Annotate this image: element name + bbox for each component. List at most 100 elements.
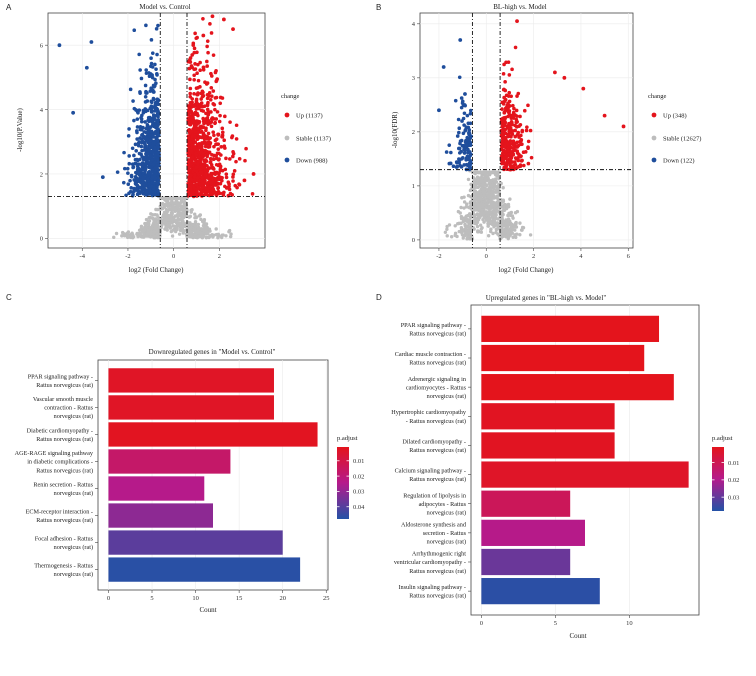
- point-up: [195, 102, 200, 106]
- point-up: [193, 140, 198, 144]
- point-down: [463, 128, 468, 133]
- point-up: [208, 156, 213, 161]
- category-label: Aldosterone synthesis and: [401, 521, 467, 528]
- legend-title-d: p.adjust: [712, 435, 733, 442]
- point-up: [191, 118, 196, 123]
- category-label: Diabetic cardiomyopathy -: [27, 427, 93, 434]
- point-up: [188, 94, 193, 99]
- y-tick-label: 6: [40, 42, 44, 49]
- point-up: [206, 131, 211, 136]
- point-down: [460, 143, 465, 148]
- point-stable: [465, 202, 469, 206]
- point-stable: [167, 207, 172, 211]
- point-up: [521, 150, 526, 154]
- point-up: [196, 105, 200, 109]
- point-up: [209, 71, 213, 76]
- bar: [481, 461, 689, 488]
- point-up: [203, 144, 208, 149]
- point-up: [517, 155, 521, 159]
- point-stable: [155, 213, 159, 217]
- point-stable: [144, 223, 148, 227]
- y-tick-label: 4: [40, 107, 44, 114]
- chart-title-a: Model vs. Control: [139, 3, 190, 11]
- threshold-lines-b: [420, 13, 633, 248]
- y-axis-title-b: -log10(FDR): [391, 111, 399, 148]
- point-down: [146, 115, 151, 120]
- point-up: [511, 103, 515, 108]
- point-up: [194, 98, 199, 103]
- point-stable: [505, 221, 509, 225]
- point-up: [199, 91, 204, 96]
- point-down: [136, 166, 141, 170]
- point-down: [459, 96, 464, 100]
- point-down: [467, 131, 471, 135]
- point-stable: [220, 235, 224, 240]
- point-down: [467, 138, 471, 142]
- point-stable: [144, 217, 149, 222]
- point-down: [153, 165, 158, 170]
- point-up: [220, 168, 225, 173]
- point-down: [141, 176, 146, 181]
- point-down: [126, 171, 130, 175]
- point-down: [154, 192, 158, 197]
- point-down: [148, 188, 152, 193]
- point-down: [148, 133, 152, 138]
- point-down: [121, 180, 126, 185]
- point-stable: [155, 223, 160, 228]
- point-down: [153, 83, 157, 88]
- y-axis-title-a: -log10(P.Value): [16, 107, 24, 151]
- point-up: [213, 138, 218, 143]
- bar: [481, 578, 600, 605]
- point-down: [458, 163, 462, 168]
- category-label: cardiomyocytes - Rattus: [406, 384, 467, 391]
- point-stable: [165, 218, 170, 222]
- axis-ticks-b: -2 0 2 4 6 0 1 2 3 4: [412, 21, 631, 260]
- category-label: norvegicus (rat): [54, 413, 93, 420]
- point-stable: [515, 232, 519, 236]
- point-up: [206, 152, 210, 156]
- point-down: [144, 193, 149, 197]
- point-up: [194, 86, 199, 90]
- point-up: [237, 157, 242, 161]
- point-stable: [470, 196, 475, 200]
- point-stable: [487, 221, 491, 226]
- point-up: [205, 81, 210, 85]
- volcano-plot-a: Model vs. Control -4 -2 0 2 0 2 4 6 log2 (Fold …: [16, 3, 331, 274]
- point-stable: [228, 234, 233, 239]
- point-stable: [494, 201, 498, 205]
- point-up: [198, 68, 202, 73]
- point-up: [209, 31, 214, 35]
- point-stable: [514, 235, 518, 240]
- x-tick-label: -2: [125, 253, 130, 260]
- point-up: [188, 60, 193, 64]
- point-up: [211, 157, 216, 162]
- point-up: [502, 161, 507, 166]
- point-down: [139, 162, 144, 167]
- point-up: [222, 190, 226, 195]
- point-down: [152, 90, 156, 94]
- point-stable: [496, 189, 500, 194]
- point-up: [213, 177, 218, 181]
- point-up: [188, 162, 193, 167]
- point-up: [219, 153, 223, 157]
- point-up: [188, 129, 193, 134]
- legend-label-down-b: Down (122): [663, 158, 695, 165]
- point-up: [501, 157, 506, 161]
- point-up: [201, 151, 206, 156]
- color-bar-tick-label: 0.02: [353, 473, 364, 480]
- point-up: [217, 171, 221, 175]
- point-up: [602, 113, 607, 118]
- point-down: [148, 166, 153, 170]
- point-up: [199, 188, 203, 193]
- point-up: [188, 110, 192, 114]
- x-axis-title-a: log2 (Fold Change): [129, 266, 184, 274]
- point-up: [214, 190, 218, 195]
- point-down: [149, 38, 154, 42]
- point-stable: [489, 202, 493, 206]
- bar: [108, 395, 274, 420]
- point-up: [192, 174, 197, 179]
- point-up: [513, 160, 517, 164]
- point-up: [203, 173, 208, 178]
- x-tick-label: 25: [323, 595, 330, 602]
- point-down: [141, 110, 146, 115]
